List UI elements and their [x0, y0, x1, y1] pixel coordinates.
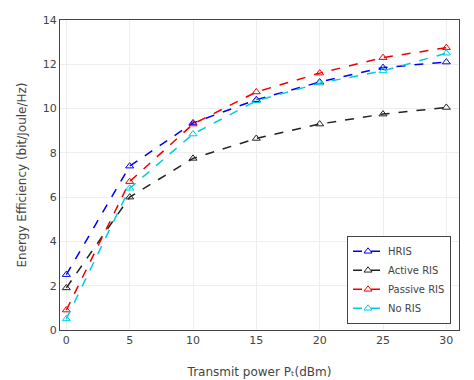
svg-text:0: 0	[50, 324, 57, 337]
svg-text:4: 4	[50, 235, 57, 248]
svg-text:0: 0	[63, 334, 70, 347]
svg-text:10: 10	[43, 102, 57, 115]
svg-text:5: 5	[126, 334, 133, 347]
svg-text:6: 6	[50, 191, 57, 204]
svg-text:Energy Efficiency (bit/Joule/H: Energy Efficiency (bit/Joule/Hz)	[15, 82, 29, 267]
svg-text:Passive RIS: Passive RIS	[388, 284, 444, 295]
svg-text:Transmit power Pₜ(dBm): Transmit power Pₜ(dBm)	[187, 365, 332, 379]
svg-text:20: 20	[313, 334, 327, 347]
svg-text:14: 14	[43, 14, 57, 27]
svg-text:10: 10	[186, 334, 200, 347]
svg-text:15: 15	[249, 334, 263, 347]
svg-text:No RIS: No RIS	[388, 303, 421, 314]
svg-text:8: 8	[50, 147, 57, 160]
svg-text:30: 30	[439, 334, 453, 347]
svg-text:25: 25	[376, 334, 390, 347]
svg-text:HRIS: HRIS	[388, 246, 412, 257]
svg-text:12: 12	[43, 58, 57, 71]
svg-text:Active RIS: Active RIS	[388, 265, 438, 276]
svg-text:2: 2	[50, 280, 57, 293]
